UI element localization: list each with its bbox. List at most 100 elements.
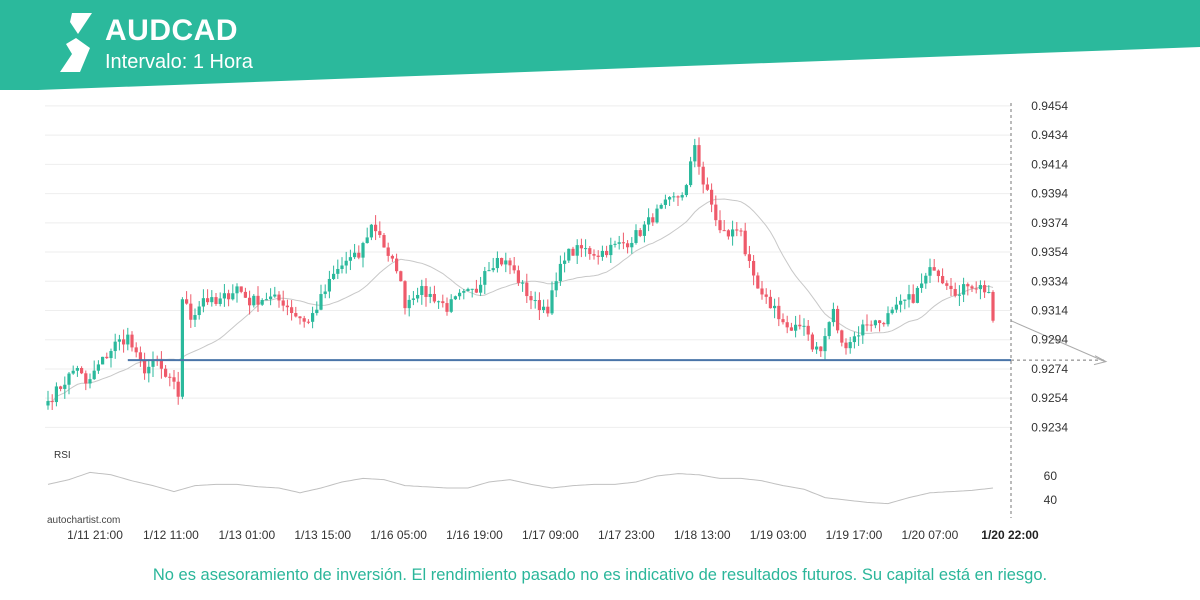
candle-body	[777, 305, 781, 320]
candle-body	[588, 248, 592, 255]
candle-body	[567, 248, 571, 261]
candle-body	[508, 260, 512, 266]
candle-body	[861, 324, 865, 336]
candle-body	[890, 309, 894, 314]
rsi-axis: 60 40	[1044, 469, 1058, 507]
candle-body	[647, 217, 651, 225]
candle-body	[483, 271, 487, 285]
candle-body	[122, 339, 126, 345]
candle-body	[781, 319, 785, 323]
candle-body	[197, 306, 201, 316]
candle-body	[579, 245, 583, 249]
candle-body	[529, 296, 533, 301]
candle-body	[285, 305, 289, 308]
candle-body	[231, 293, 235, 300]
candle-body	[525, 282, 529, 297]
candle-body	[210, 297, 214, 303]
candle-body	[810, 334, 814, 350]
candle-body	[575, 245, 579, 256]
candle-body	[537, 300, 541, 311]
time-tick-label: 1/16 05:00	[370, 528, 427, 542]
brand-watermark: autochartist.com	[47, 515, 121, 526]
rsi-line	[47, 471, 994, 505]
candle-body	[327, 278, 331, 292]
candle-body	[437, 301, 441, 303]
candle-body	[802, 325, 806, 327]
candle-body	[466, 288, 470, 292]
candle-body	[684, 185, 688, 196]
candle-body	[453, 296, 457, 300]
candle-body	[172, 377, 176, 382]
candle-body	[550, 290, 554, 314]
candle-body	[533, 300, 537, 302]
candle-body	[668, 197, 672, 200]
rsi-tick-label: 40	[1044, 493, 1058, 507]
candle-body	[239, 286, 243, 292]
candle-body	[705, 184, 709, 190]
candle-body	[907, 294, 911, 300]
candle-body	[714, 204, 718, 221]
candle-body	[726, 230, 730, 237]
candle-body	[474, 288, 478, 293]
candle-body	[693, 145, 697, 162]
candle-body	[743, 230, 747, 255]
candle-body	[785, 322, 789, 328]
candle-body	[235, 286, 239, 294]
candle-body	[374, 224, 378, 232]
candle-body	[966, 284, 970, 287]
candle-body	[290, 307, 294, 314]
candle-body	[773, 305, 777, 309]
candle-body	[403, 281, 407, 309]
candle-body	[407, 299, 411, 309]
candle-body	[260, 300, 264, 305]
candle-body	[634, 230, 638, 243]
candle-body	[794, 324, 798, 331]
candle-body	[357, 252, 361, 258]
candle-body	[655, 208, 659, 223]
candle-body	[651, 217, 655, 223]
candle-body	[827, 322, 831, 337]
price-axis: 0.9454 0.9434 0.9414 0.9394 0.9374 0.9354 0.93…	[1031, 99, 1068, 434]
candle-body	[806, 325, 810, 335]
candle-body	[273, 294, 277, 297]
candle-body	[365, 237, 369, 244]
candle-body	[760, 288, 764, 295]
candle-body	[109, 351, 113, 359]
time-tick-label: 1/13 01:00	[218, 528, 275, 542]
candle-body	[441, 301, 445, 304]
candle-body	[277, 294, 281, 301]
candle-body	[50, 401, 54, 403]
candle-body	[294, 313, 298, 317]
time-tick-label: 1/20 07:00	[902, 528, 959, 542]
candle-body	[361, 243, 365, 258]
candle-body	[281, 300, 285, 306]
candle-body	[605, 250, 609, 256]
candle-body	[185, 299, 189, 304]
candle-body	[46, 401, 50, 406]
candle-body	[147, 366, 151, 374]
candle-body	[873, 320, 877, 326]
candle-body	[857, 335, 861, 337]
candle-body	[143, 359, 147, 374]
candle-body	[126, 334, 130, 345]
candle-body	[823, 336, 827, 352]
price-chart: 0.9454 0.9434 0.9414 0.9394 0.9374 0.9354 0.93…	[45, 99, 1108, 542]
candle-body	[915, 287, 919, 303]
candle-body	[222, 293, 226, 299]
candle-body	[382, 235, 386, 248]
candlestick-series	[46, 137, 995, 410]
price-tick-label: 0.9394	[1031, 187, 1068, 201]
time-tick-label: 1/17 09:00	[522, 528, 579, 542]
candle-body	[378, 231, 382, 236]
candle-body	[134, 347, 138, 353]
candle-body	[399, 271, 403, 282]
candle-body	[563, 260, 567, 264]
candle-body	[63, 384, 67, 389]
candle-body	[252, 295, 256, 306]
candle-body	[84, 373, 88, 384]
candle-body	[193, 315, 197, 320]
candle-body	[735, 229, 739, 231]
candle-body	[546, 306, 550, 314]
disclaimer-text: No es asesoramiento de inversión. El ren…	[152, 566, 1048, 584]
candle-body	[676, 196, 680, 198]
